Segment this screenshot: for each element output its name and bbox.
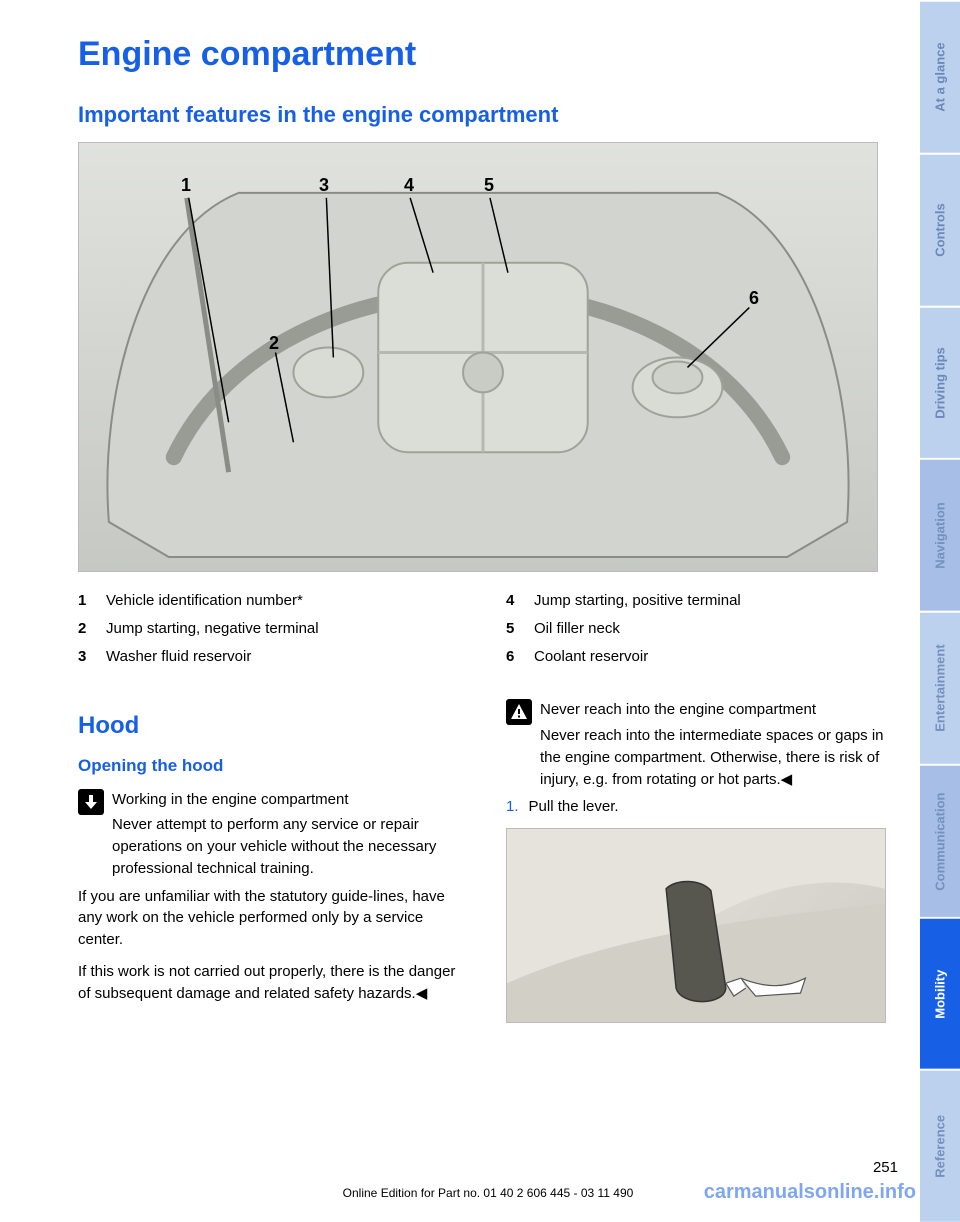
steps-list: Pull the lever. [506,796,898,818]
callout-2: 2 [269,333,279,354]
note1-lead: Working in the engine compartment [112,789,470,811]
callout-6: 6 [749,288,759,309]
legend-item-5: 5Oil filler neck [506,618,898,640]
opening-hood-heading: Opening the hood [78,754,470,779]
note-arrow-icon [78,789,104,815]
legend-text: Coolant reservoir [534,646,648,668]
legend-num: 3 [78,646,106,668]
tab-navigation[interactable]: Navigation [920,458,960,611]
note1-p3: If this work is not carried out properly… [78,961,470,1005]
step-1: Pull the lever. [506,796,898,818]
hood-lever-diagram [506,828,886,1023]
legend-text: Jump starting, negative terminal [106,618,319,640]
legend-item-3: 3Washer fluid reservoir [78,646,470,668]
note2-lead: Never reach into the engine compartment [540,699,898,721]
section-heading-features: Important features in the engine compart… [78,102,898,128]
callout-4: 4 [404,175,414,196]
legend-item-1: 1Vehicle identification number* [78,590,470,612]
legend-text: Washer fluid reservoir [106,646,251,668]
page-content: Engine compartment Important features in… [78,0,898,1222]
legend-num: 2 [78,618,106,640]
engine-diagram: 1 2 3 4 5 6 [78,142,878,572]
note-warning: Never reach into the engine compartment … [506,699,898,790]
tab-entertainment[interactable]: Entertainment [920,611,960,764]
page-title: Engine compartment [78,35,898,74]
col-left: Hood Opening the hood Working in the eng… [78,699,470,1023]
legend-item-2: 2Jump starting, negative terminal [78,618,470,640]
col-right: Never reach into the engine compartment … [506,699,898,1023]
legend-columns: 1Vehicle identification number*2Jump sta… [78,590,898,673]
tab-at-a-glance[interactable]: At a glance [920,0,960,153]
tab-mobility[interactable]: Mobility [920,917,960,1070]
tab-driving-tips[interactable]: Driving tips [920,306,960,459]
legend-num: 4 [506,590,534,612]
tab-communication[interactable]: Communication [920,764,960,917]
legend-left: 1Vehicle identification number*2Jump sta… [78,590,470,673]
legend-item-6: 6Coolant reservoir [506,646,898,668]
note2-body: Never reach into the intermediate spaces… [540,727,884,788]
body-columns: Hood Opening the hood Working in the eng… [78,699,898,1023]
legend-text: Vehicle identification number* [106,590,303,612]
warning-icon [506,699,532,725]
watermark: carmanualsonline.info [704,1181,916,1204]
legend-item-4: 4Jump starting, positive terminal [506,590,898,612]
note1-p2: If you are unfamiliar with the statutory… [78,886,470,951]
legend-text: Jump starting, positive terminal [534,590,741,612]
legend-num: 6 [506,646,534,668]
legend-num: 5 [506,618,534,640]
note-working: Working in the engine compartment Never … [78,789,470,880]
callout-1: 1 [181,175,191,196]
note1-body-start: Never attempt to perform any service or … [112,816,436,877]
page-number: 251 [873,1159,898,1176]
legend-right: 4Jump starting, positive terminal5Oil fi… [506,590,898,673]
callout-5: 5 [484,175,494,196]
engine-svg [79,143,877,572]
tab-controls[interactable]: Controls [920,153,960,306]
note2-text: Never reach into the engine compartment … [540,699,898,790]
legend-num: 1 [78,590,106,612]
side-tabs: At a glanceControlsDriving tipsNavigatio… [920,0,960,1222]
hood-heading: Hood [78,709,470,744]
legend-text: Oil filler neck [534,618,620,640]
note-text: Working in the engine compartment Never … [112,789,470,880]
tab-reference[interactable]: Reference [920,1069,960,1222]
callout-3: 3 [319,175,329,196]
